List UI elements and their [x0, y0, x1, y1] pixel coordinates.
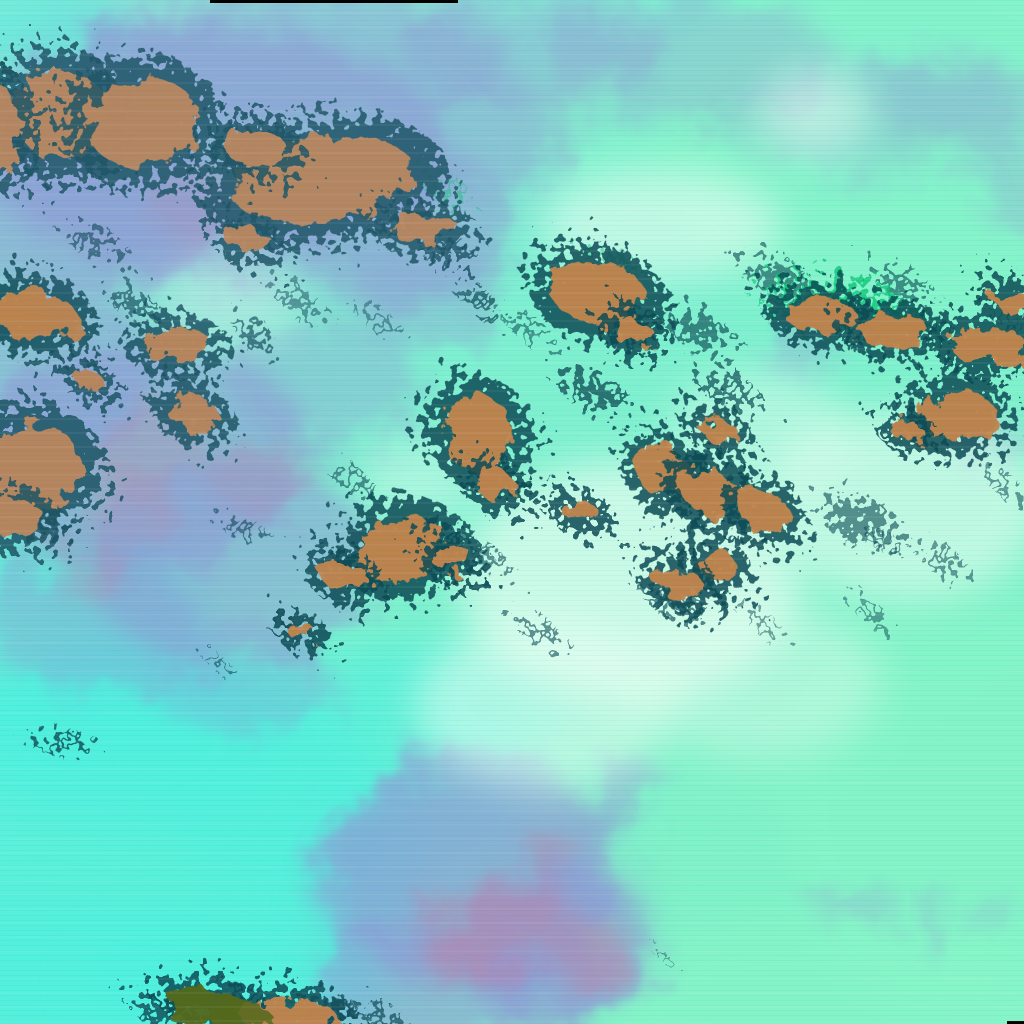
cloud-blob — [815, 885, 905, 925]
teal-speck — [334, 472, 370, 488]
cloud-blob — [925, 880, 945, 960]
layer-pale-patches — [160, 70, 1024, 790]
teal-speck — [704, 378, 756, 402]
haze-veil — [300, 790, 660, 1024]
teal-speck — [855, 605, 885, 619]
burn-scar-core — [893, 422, 923, 442]
pale-haze-blob — [760, 70, 870, 154]
burn-scar-core — [652, 568, 704, 598]
teal-speck — [922, 550, 962, 570]
layer-artifacts — [210, 0, 1024, 1024]
burn-scar-core — [0, 290, 79, 340]
burn-scar-core — [992, 290, 1024, 310]
burn-scar-core — [859, 313, 927, 347]
teal-speck — [871, 535, 899, 549]
teal-speck — [880, 275, 930, 295]
burn-scar-core — [562, 502, 598, 522]
haze-veil — [0, 0, 550, 335]
layer-veil — [0, 0, 660, 1024]
teal-speck — [208, 658, 228, 668]
teal-speck — [520, 624, 560, 640]
teal-speck — [670, 316, 730, 344]
burn-scar-core — [696, 418, 740, 442]
pale-haze-blob — [415, 620, 675, 790]
teal-speck — [41, 730, 83, 754]
teal-speck — [562, 375, 622, 405]
data-gap-bar — [1007, 1021, 1024, 1024]
burn-scar-core — [782, 297, 858, 333]
pale-haze-blob — [640, 600, 880, 760]
teal-speck — [462, 291, 494, 309]
burn-scar-core — [288, 624, 316, 640]
olive-patch — [210, 1002, 270, 1024]
burn-scar-core — [612, 320, 652, 344]
teal-speck — [656, 951, 668, 959]
data-gap-bar — [210, 0, 458, 3]
teal-speck — [987, 474, 1017, 490]
teal-speck — [745, 263, 805, 287]
teal-speck — [824, 500, 896, 540]
burn-scar-core — [323, 563, 367, 591]
cloud-blob — [964, 900, 1024, 930]
burn-scar-core — [950, 327, 1024, 363]
burn-scar-core — [737, 492, 793, 532]
haze-veil — [0, 330, 340, 630]
burn-scar-core — [443, 393, 513, 473]
burn-scar-core — [479, 472, 515, 502]
cloud-blob — [150, 625, 330, 735]
teal-speck — [747, 615, 777, 629]
burn-scar-core — [919, 388, 991, 442]
mint-tint-blob — [560, 920, 1024, 1024]
burn-scar-core — [550, 261, 646, 325]
burn-scar-core — [432, 539, 468, 573]
layer-olive-patches — [163, 988, 270, 1024]
teal-speck — [512, 322, 548, 338]
cloud-blob — [977, 137, 1024, 233]
